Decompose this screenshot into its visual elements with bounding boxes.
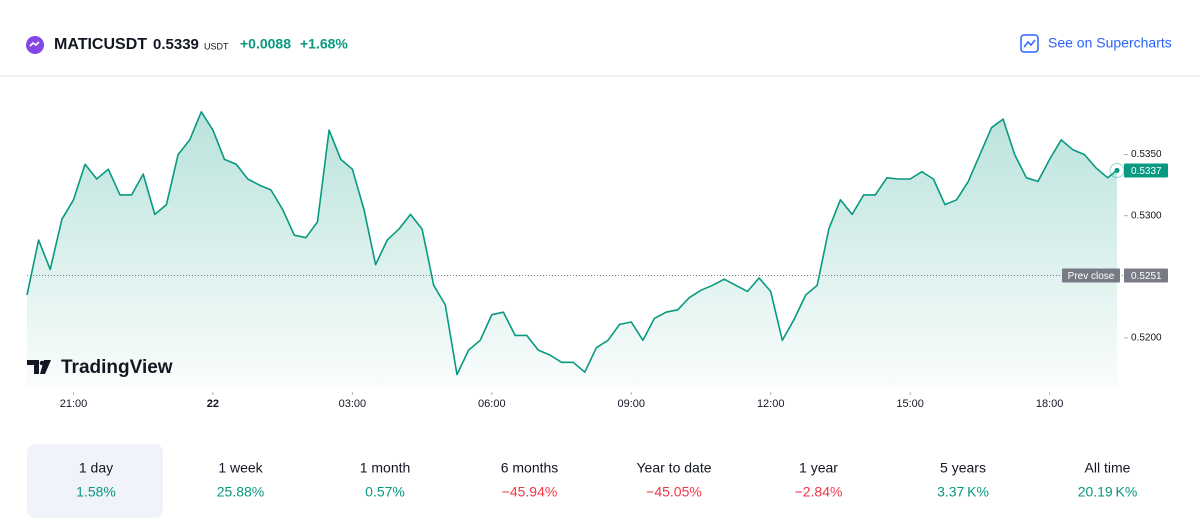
period-tab[interactable]: 6 months −45.94% bbox=[501, 460, 559, 500]
supercharts-link[interactable]: See on Supercharts bbox=[1020, 34, 1172, 53]
last-point bbox=[1114, 167, 1120, 173]
price-line bbox=[26, 111, 1118, 376]
change-percent: +1.68% bbox=[300, 36, 348, 52]
period-tab[interactable]: Year to date −45.05% bbox=[637, 460, 712, 500]
y-tick-label: 0.5200 bbox=[1131, 333, 1162, 344]
tab-label: 1 month bbox=[360, 460, 411, 476]
prev-close-text: Prev close bbox=[1068, 271, 1115, 282]
tab-change: 25.88% bbox=[217, 484, 264, 500]
price: 0.5339 bbox=[153, 36, 199, 53]
period-tab[interactable]: 1 week 25.88% bbox=[217, 460, 264, 500]
tab-label: 1 day bbox=[79, 460, 113, 476]
y-tick-label: 0.5350 bbox=[1131, 149, 1162, 160]
x-tick-label: 09:00 bbox=[617, 398, 645, 410]
tab-change: 3.37 K% bbox=[937, 484, 989, 500]
period-tab[interactable]: All time 20.19 K% bbox=[1078, 460, 1138, 500]
prev-close-tag bbox=[1062, 268, 1120, 283]
x-tick-label: 21:00 bbox=[60, 398, 88, 410]
tab-label: Year to date bbox=[637, 460, 712, 476]
x-tick-label: 18:00 bbox=[1036, 398, 1064, 410]
x-tick-label: 12:00 bbox=[757, 398, 785, 410]
period-tab[interactable]: 1 day 1.58% bbox=[27, 444, 163, 518]
tab-label: 6 months bbox=[501, 460, 559, 476]
period-tab[interactable]: 5 years 3.37 K% bbox=[937, 460, 989, 500]
period-tab[interactable]: 1 month 0.57% bbox=[360, 460, 411, 500]
plot: 0.5200 0.5300 0.5350 Prev close 0.5251 0.5337… bbox=[26, 111, 1168, 410]
x-tick-label: 06:00 bbox=[478, 398, 506, 410]
tab-selected-bg bbox=[27, 444, 163, 518]
tab-change: −2.84% bbox=[795, 484, 843, 500]
tab-label: 1 year bbox=[799, 460, 838, 476]
period-tab[interactable]: 1 year −2.84% bbox=[795, 460, 843, 500]
logo-text: TradingView bbox=[61, 357, 173, 378]
tab-change: 0.57% bbox=[365, 484, 405, 500]
tab-label: 1 week bbox=[218, 460, 263, 476]
price-tag bbox=[1124, 163, 1168, 178]
price-tag-label: 0.5337 bbox=[1131, 166, 1162, 177]
tab-change: −45.05% bbox=[646, 484, 702, 500]
tab-label: All time bbox=[1085, 460, 1131, 476]
tab-change: 20.19 K% bbox=[1078, 484, 1138, 500]
prev-close-value: 0.5251 bbox=[1131, 271, 1162, 282]
tab-change: −45.94% bbox=[502, 484, 558, 500]
y-tick-label: 0.5300 bbox=[1131, 210, 1162, 221]
coin-icon-glyph bbox=[29, 41, 40, 47]
x-tick-label: 03:00 bbox=[339, 398, 367, 410]
symbol: MATICUSDT bbox=[54, 36, 147, 53]
x-tick-label: 15:00 bbox=[896, 398, 924, 410]
supercharts-text: See on Supercharts bbox=[1048, 35, 1172, 51]
period-tabs: 1 day 1.58% 1 week 25.88% 1 month 0.57% 6 mont… bbox=[27, 444, 1137, 518]
prev-close-value-tag bbox=[1124, 268, 1168, 283]
supercharts-icon bbox=[1020, 34, 1039, 53]
tab-label: 5 years bbox=[940, 460, 986, 476]
supercharts-icon-glyph bbox=[1023, 39, 1036, 48]
x-tick-label: 22 bbox=[207, 398, 219, 410]
tab-change: 1.58% bbox=[76, 484, 116, 500]
logo-icon bbox=[27, 360, 51, 374]
change: +0.0088 bbox=[240, 36, 291, 52]
area-fill bbox=[27, 111, 1117, 389]
logo-icon-dot bbox=[39, 360, 45, 366]
currency: USDT bbox=[204, 41, 229, 51]
tradingview-logo: TradingView bbox=[27, 357, 173, 378]
